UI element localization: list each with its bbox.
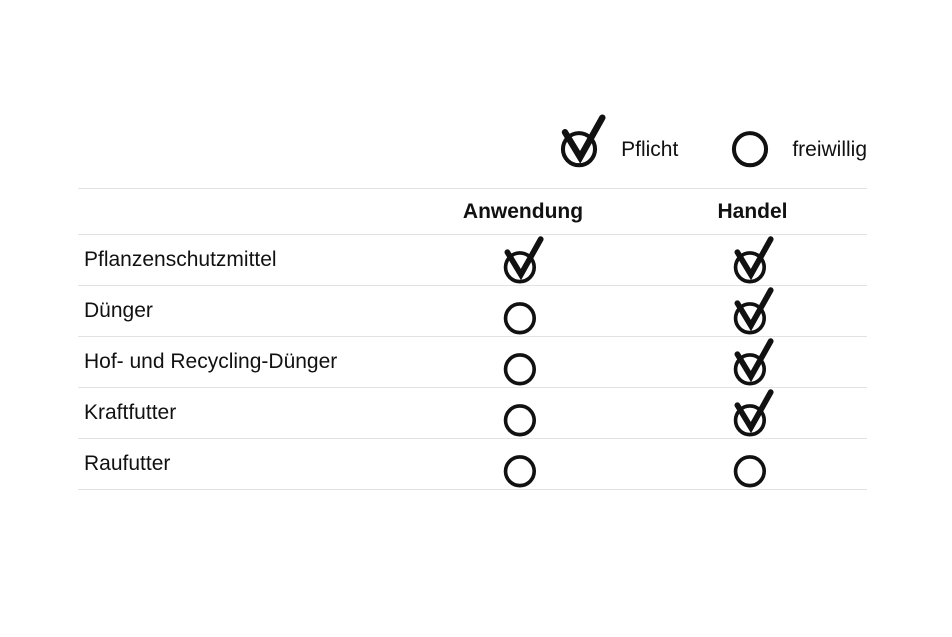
status-circle-icon: [733, 455, 766, 488]
status-circle-icon: [503, 455, 537, 488]
status-circle-icon: [503, 353, 537, 386]
legend: Pflicht freiwillig: [78, 121, 867, 177]
row-label: Kraftfutter: [84, 401, 177, 424]
status-circle-icon: [503, 235, 544, 284]
column-header-handel: Handel: [717, 199, 788, 223]
status-cell-anwendung: [408, 235, 638, 285]
status-table: Anwendung Handel Pflanzenschutzmittel Dü…: [78, 188, 867, 490]
table-row: Hof- und Recycling-Dünger: [78, 337, 867, 388]
status-circle-icon: [503, 302, 537, 335]
status-circle-icon: [733, 337, 774, 386]
legend-label-freiwillig: freiwillig: [792, 137, 867, 161]
status-cell-handel: [638, 388, 867, 438]
status-cell-handel: [638, 439, 867, 489]
checked-circle-icon: [559, 113, 606, 169]
status-circle-icon: [733, 235, 774, 284]
empty-circle-icon: [730, 113, 777, 169]
row-label: Hof- und Recycling-Dünger: [84, 350, 338, 373]
row-label: Dünger: [84, 299, 153, 322]
status-circle-icon: [733, 286, 774, 335]
legend-item-pflicht: Pflicht: [559, 113, 678, 185]
row-label: Raufutter: [84, 452, 171, 475]
status-cell-anwendung: [408, 388, 638, 438]
status-circle-icon: [503, 404, 537, 437]
legend-label-pflicht: Pflicht: [621, 137, 679, 161]
table-header-row: Anwendung Handel: [78, 188, 867, 235]
status-cell-handel: [638, 337, 867, 387]
status-cell-handel: [638, 235, 867, 285]
status-cell-anwendung: [408, 286, 638, 336]
status-cell-handel: [638, 286, 867, 336]
content-area: Pflicht freiwillig Anwendung Handel Pfla…: [78, 0, 867, 490]
status-circle-icon: [733, 388, 774, 437]
table-row: Pflanzenschutzmittel: [78, 235, 867, 286]
table-row: Dünger: [78, 286, 867, 337]
status-cell-anwendung: [408, 337, 638, 387]
legend-item-freiwillig: freiwillig: [730, 113, 867, 185]
table-row: Raufutter: [78, 439, 867, 490]
column-header-anwendung: Anwendung: [462, 199, 584, 223]
status-cell-anwendung: [408, 439, 638, 489]
row-label: Pflanzenschutzmittel: [84, 248, 277, 271]
table-row: Kraftfutter: [78, 388, 867, 439]
